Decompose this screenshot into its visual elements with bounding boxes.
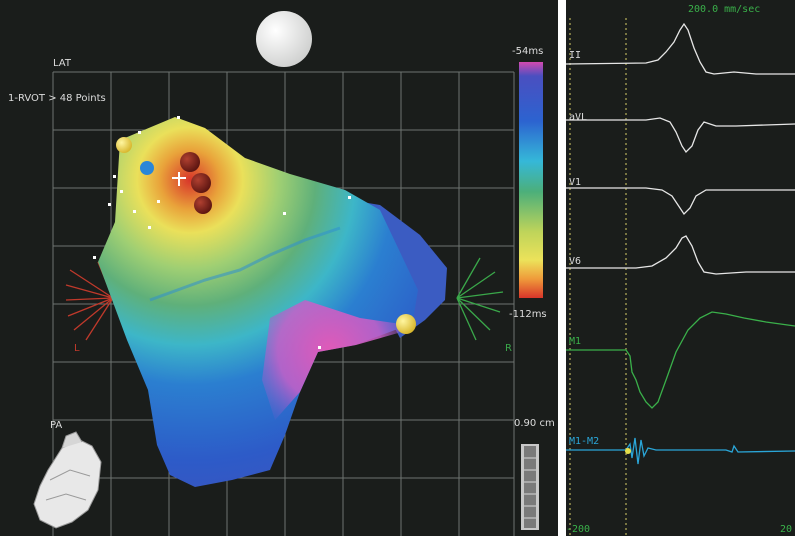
isochrone-edge [149,226,341,302]
distance-scale-ruler [521,444,539,530]
ecg-trace-lead-v6 [566,235,795,275]
time-axis-left: -200 [566,524,591,535]
ablation-tag[interactable] [194,196,212,214]
distance-scale-label: 0.90 cm [514,418,555,429]
rvot-activation-surface[interactable] [98,117,418,487]
activation-color-scale [519,62,543,298]
mapping-points [93,116,351,349]
right-axis-label: R [505,343,512,354]
map-info: 1-RVOT > 48 Points [8,93,106,104]
channel-label: V6 [569,256,582,267]
scale-top-label: -54ms [512,46,544,57]
annotation-point[interactable] [625,448,631,454]
channel-label: M1 [569,336,582,347]
view-label: LAT [53,58,71,69]
orientation-sphere[interactable] [256,11,312,67]
ecg-trace-m1-m2 [566,437,795,465]
ecg-trace-lead-ii [566,22,795,75]
activation-map-panel[interactable]: LAT 1-RVOT > 48 Points PA -54ms -112ms L… [0,0,558,536]
time-axis-right: 20 [780,524,793,535]
landmark-tag-blue[interactable] [140,161,154,175]
catheter-tip-icon [172,172,186,186]
sweep-speed-label: 200.0 mm/sec [688,4,761,15]
activation-map-canvas[interactable] [0,0,558,536]
channel-label: II [569,50,582,61]
channel-label: M1-M2 [569,436,600,447]
ecg-trace-lead-v1 [566,187,795,216]
panel-divider [558,0,566,536]
late-activation-zone [262,300,408,420]
ecg-trace-lead-avl [566,117,795,154]
landmark-tag[interactable] [116,137,132,153]
scale-bottom-label: -112ms [509,309,547,320]
view-bottom-label: PA [50,420,63,431]
ablation-tag[interactable] [180,152,200,172]
ablation-tag[interactable] [191,173,211,193]
electrogram-canvas[interactable] [566,0,795,536]
ecg-trace-m1 [566,311,795,409]
landmark-tag[interactable] [396,314,416,334]
left-axis-label: L [74,343,80,354]
electrogram-panel[interactable]: 200.0 mm/sec II aVL V1 V6 M1 M1-M2 -200 … [566,0,795,536]
channel-label: aVL [569,112,588,123]
heart-orientation-icon[interactable] [33,431,102,529]
channel-label: V1 [569,177,582,188]
right-axis-indicator [456,257,504,341]
